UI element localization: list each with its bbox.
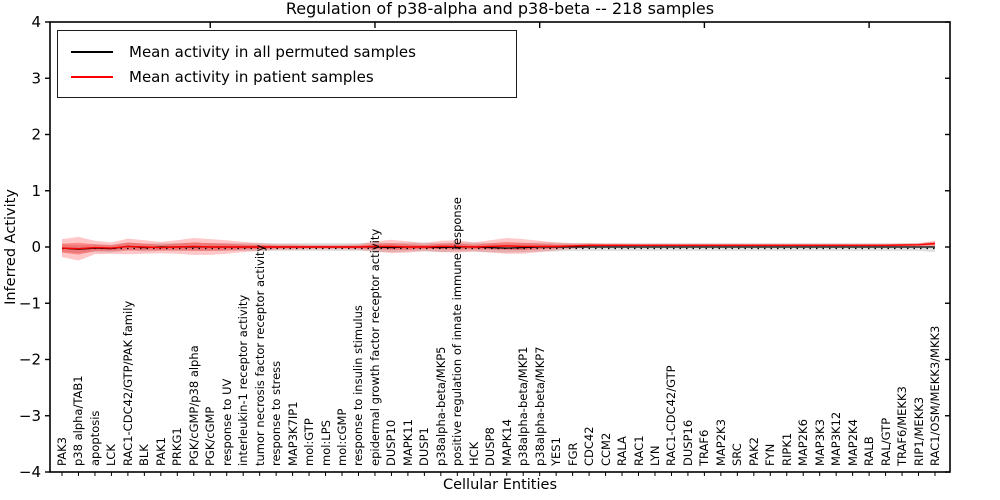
y-tick-label: 3 (31, 69, 41, 87)
series-line-patient (61, 242, 936, 250)
y-tick-label: −4 (19, 463, 41, 481)
y-tick-label: 1 (31, 182, 41, 200)
legend-entry-patient: Mean activity in patient samples (71, 64, 510, 89)
x-axis-label: Cellular Entities (442, 477, 558, 493)
legend-swatch-patient (71, 75, 113, 78)
legend-label-permuted: Mean activity in all permuted samples (129, 42, 416, 61)
y-tick-label: −1 (19, 294, 41, 312)
y-tick-label: 0 (31, 238, 41, 256)
y-tick-label: −2 (19, 351, 41, 369)
legend-entry-permuted: Mean activity in all permuted samples (71, 39, 510, 64)
chart-title: Regulation of p38-alpha and p38-beta -- … (285, 0, 715, 18)
y-tick-label: 4 (31, 13, 41, 31)
legend: Mean activity in all permuted samples Me… (57, 30, 517, 98)
legend-swatch-permuted (71, 50, 113, 53)
legend-label-patient: Mean activity in patient samples (129, 67, 374, 86)
y-tick-label: 2 (31, 126, 41, 144)
y-tick-label: −3 (19, 407, 41, 425)
